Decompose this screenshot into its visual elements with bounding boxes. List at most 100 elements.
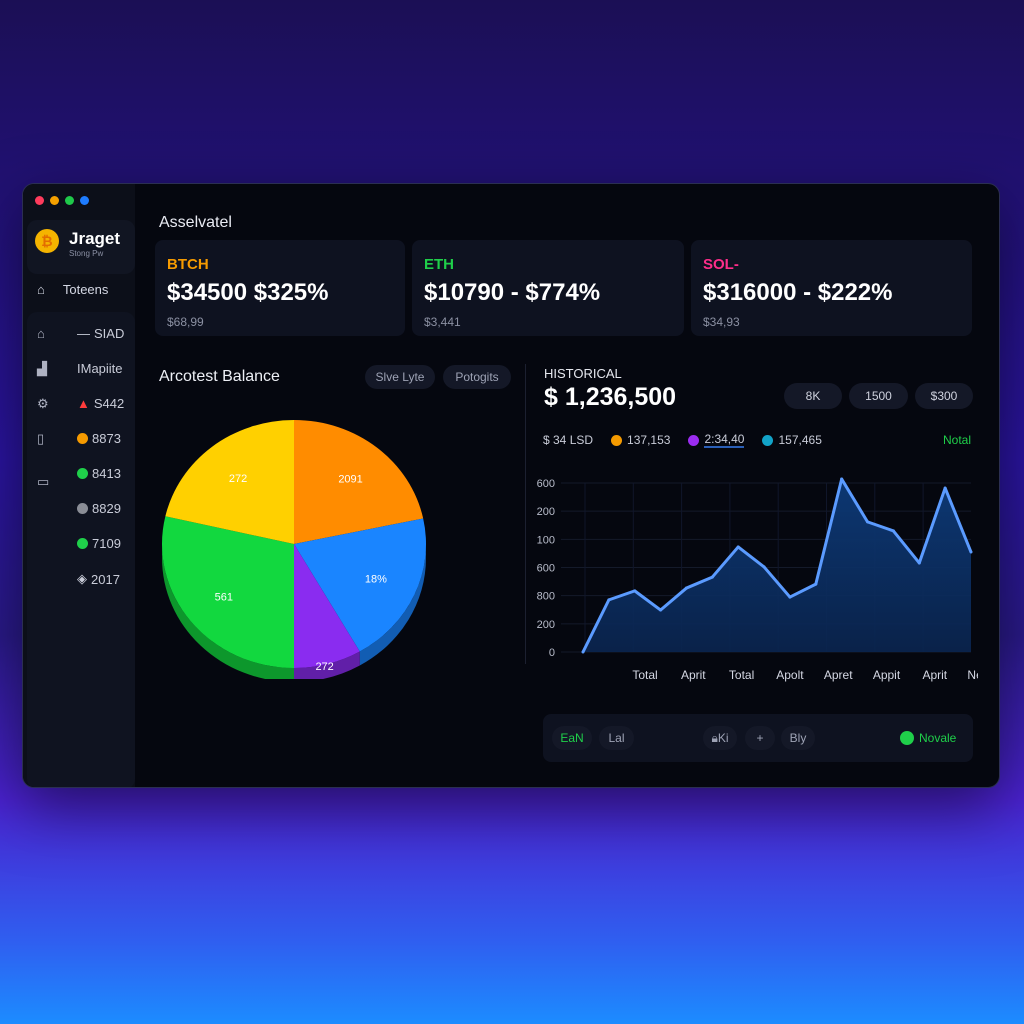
- data-point: [943, 486, 947, 490]
- sidebar-item-label: IMapiite: [77, 361, 123, 376]
- card-symbol: ETH: [424, 256, 454, 273]
- pie-slice[interactable]: [294, 518, 426, 652]
- x-tick-label: Appit: [873, 668, 901, 682]
- sidebar-item-tokens[interactable]: ⌂ Toteens: [37, 282, 108, 297]
- legend-item[interactable]: $ 34 LSD: [543, 433, 594, 447]
- data-point: [917, 561, 921, 565]
- area-fill: [583, 479, 971, 652]
- pie-slice[interactable]: [162, 516, 294, 668]
- data-point: [866, 520, 870, 524]
- sidebar-item-label: 8873: [92, 431, 121, 446]
- dash-icon: —: [77, 326, 90, 341]
- status-label: Notal: [943, 433, 972, 447]
- lock-button[interactable]: 🔒︎Ki: [703, 726, 737, 750]
- sidebar: ₿ Jraget Stong Pw ⌂ Toteens ⌂ — SIAD ▟ IMap…: [23, 184, 135, 787]
- legend-dot: [688, 434, 700, 446]
- x-tick-label: Neset: [967, 668, 978, 682]
- data-point: [684, 586, 688, 590]
- sidebar-menu: ⌂ — SIAD ▟ IMapiite ⚙ ▲ S442 ▯ 8873 ▭ 8413 8829…: [27, 312, 135, 787]
- balance-option-button[interactable]: Potogits: [443, 365, 511, 389]
- range-button[interactable]: $300: [915, 383, 973, 409]
- y-tick-label: 200: [537, 506, 555, 518]
- historical-label: HISTORICAL: [544, 366, 622, 381]
- minimize-dot[interactable]: [50, 196, 59, 205]
- balance-title: Arcotest Balance: [159, 368, 280, 385]
- x-tick-label: Total: [632, 668, 657, 682]
- sidebar-item-label: Toteens: [62, 282, 109, 297]
- extra-dot[interactable]: [80, 196, 89, 205]
- x-tick-label: Apret: [824, 668, 853, 682]
- status-dot: [77, 468, 88, 479]
- data-point: [736, 545, 740, 549]
- sidebar-item-label: 8829: [92, 501, 121, 516]
- legend-item[interactable]: 137,153: [611, 433, 670, 447]
- data-point: [607, 598, 611, 602]
- action-button[interactable]: Bly: [781, 726, 815, 750]
- card-value: $10790 - $774%: [424, 279, 601, 306]
- data-point: [840, 477, 844, 481]
- data-point: [788, 595, 792, 599]
- brand-name: Jraget: [69, 229, 121, 248]
- card-sub: $34,93: [703, 315, 740, 329]
- pie-slice-side: [162, 544, 294, 679]
- divider: [525, 364, 526, 664]
- y-tick-label: 600: [537, 563, 555, 575]
- data-point: [891, 529, 895, 533]
- add-button[interactable]: +: [745, 726, 775, 750]
- home-outline-icon: ⌂: [37, 282, 45, 297]
- data-point: [814, 582, 818, 586]
- range-button[interactable]: 8K: [784, 383, 842, 409]
- legend-dot: [762, 434, 774, 446]
- sidebar-item-label: S442: [93, 396, 125, 411]
- balance-pie-chart: 2091 18% 272 561 272: [162, 420, 426, 679]
- y-tick-label: 0: [549, 647, 555, 659]
- brand[interactable]: ₿ Jraget Stong Pw: [27, 220, 135, 274]
- bitcoin-icon: ₿: [35, 229, 59, 253]
- lock-icon: 🔒︎: [711, 731, 718, 745]
- action-button[interactable]: EaN: [552, 726, 592, 750]
- y-tick-label: 600: [537, 478, 555, 490]
- pie-slice[interactable]: [294, 420, 424, 544]
- pie-slice-label: 561: [215, 592, 233, 604]
- asset-card-btc[interactable]: BTCH $34500 $325% $68,99: [155, 240, 405, 336]
- maximize-dot[interactable]: [65, 196, 74, 205]
- card-value: $316000 - $222%: [703, 279, 893, 306]
- action-button[interactable]: Lal: [599, 726, 634, 750]
- data-point: [969, 550, 973, 554]
- brand-subtitle: Stong Pw: [69, 249, 104, 258]
- sidebar-item-label: 8413: [92, 466, 121, 481]
- y-tick-label: 200: [537, 619, 555, 631]
- action-bar: EaN Lal 🔒︎Ki + Bly Novale: [543, 714, 973, 762]
- close-dot[interactable]: [35, 196, 44, 205]
- data-point: [659, 608, 663, 612]
- legend-item[interactable]: 157,465: [762, 433, 822, 447]
- asset-card-eth[interactable]: ETH $10790 - $774% $3,441: [412, 240, 684, 336]
- triangle-icon: ▲: [77, 396, 90, 411]
- document-icon: ▯: [37, 431, 45, 446]
- pie-slice-label: 272: [229, 473, 247, 485]
- asset-card-sol[interactable]: SOL- $316000 - $222% $34,93: [691, 240, 972, 336]
- legend-item[interactable]: 2:34,40: [688, 432, 745, 448]
- historical-total: $ 1,236,500: [544, 383, 677, 411]
- sidebar-item-label: 7109: [92, 536, 121, 551]
- pie-slice-label: 2091: [338, 474, 362, 486]
- status-dot: [77, 538, 88, 549]
- wallet-icon: ▭: [37, 474, 50, 489]
- x-tick-label: Aprit: [681, 668, 706, 682]
- pie-slice-label: 18%: [365, 573, 387, 585]
- gear-icon: ⚙: [37, 396, 49, 411]
- balance-option-button[interactable]: Slve Lyte: [365, 365, 435, 389]
- card-symbol: BTCH: [167, 256, 209, 273]
- pie-slice-label: 272: [315, 661, 333, 673]
- pie-slice[interactable]: [165, 420, 294, 544]
- historical-area-chart: 0 200 800 600 100 200 600 Total Aprit Total Apolt A…: [537, 477, 978, 682]
- range-button[interactable]: 1500: [849, 383, 908, 409]
- status-text: Novale: [919, 731, 957, 745]
- card-value: $34500 $325%: [167, 279, 329, 306]
- x-tick-label: Apolt: [776, 668, 804, 682]
- chart-icon: ▟: [37, 361, 47, 376]
- pie-slice[interactable]: [294, 544, 360, 668]
- card-symbol: SOL-: [703, 256, 739, 273]
- x-tick-label: Total: [729, 668, 754, 682]
- status-dot: [900, 731, 914, 745]
